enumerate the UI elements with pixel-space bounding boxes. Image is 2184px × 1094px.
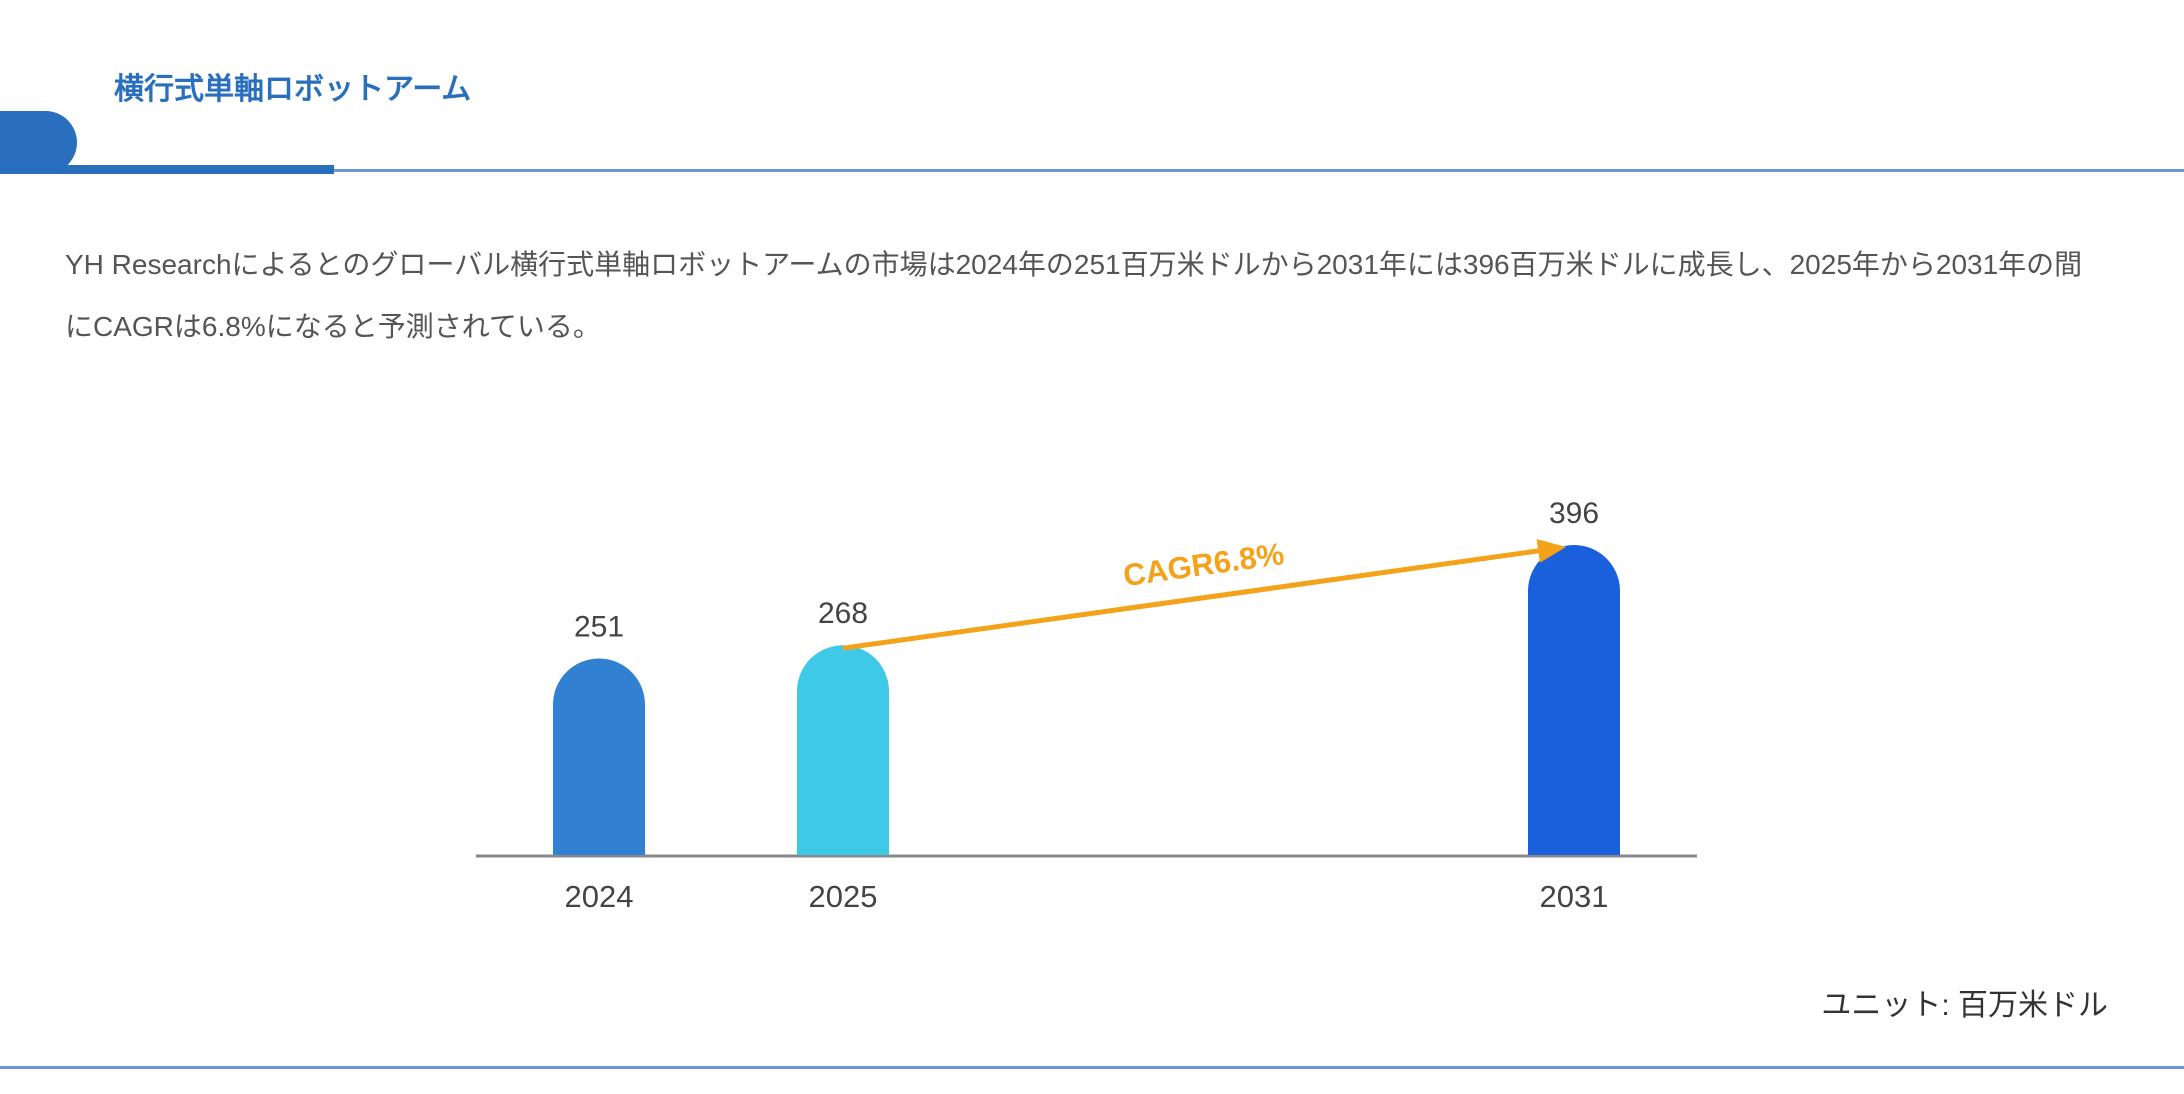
title-accent-tab [0, 111, 77, 174]
header-divider [334, 169, 2184, 172]
title-underline [0, 165, 334, 174]
section-title: 横行式単軸ロボットアーム [114, 73, 472, 106]
x-tick-label-2024: 2024 [565, 879, 634, 914]
bar-2025 [797, 645, 890, 855]
unit-label: ユニット: 百万米ドル [1821, 989, 2108, 1022]
data-label-2024: 251 [574, 611, 624, 644]
data-label-2031: 396 [1549, 497, 1599, 530]
bar-2024 [553, 658, 645, 855]
bar-2031 [1528, 545, 1620, 855]
x-tick-label-2025: 2025 [809, 879, 878, 914]
data-label-2025: 268 [818, 597, 868, 630]
cagr-arrow-head [1536, 538, 1566, 563]
bottom-divider [0, 1066, 2184, 1069]
market-description: YH Researchによるとのグローバル横行式単軸ロボットアームの市場は202… [65, 249, 2083, 342]
x-tick-label-2031: 2031 [1540, 879, 1609, 914]
cagr-label: CAGR6.8% [1121, 536, 1286, 593]
cagr-arrow-line [842, 547, 1545, 651]
